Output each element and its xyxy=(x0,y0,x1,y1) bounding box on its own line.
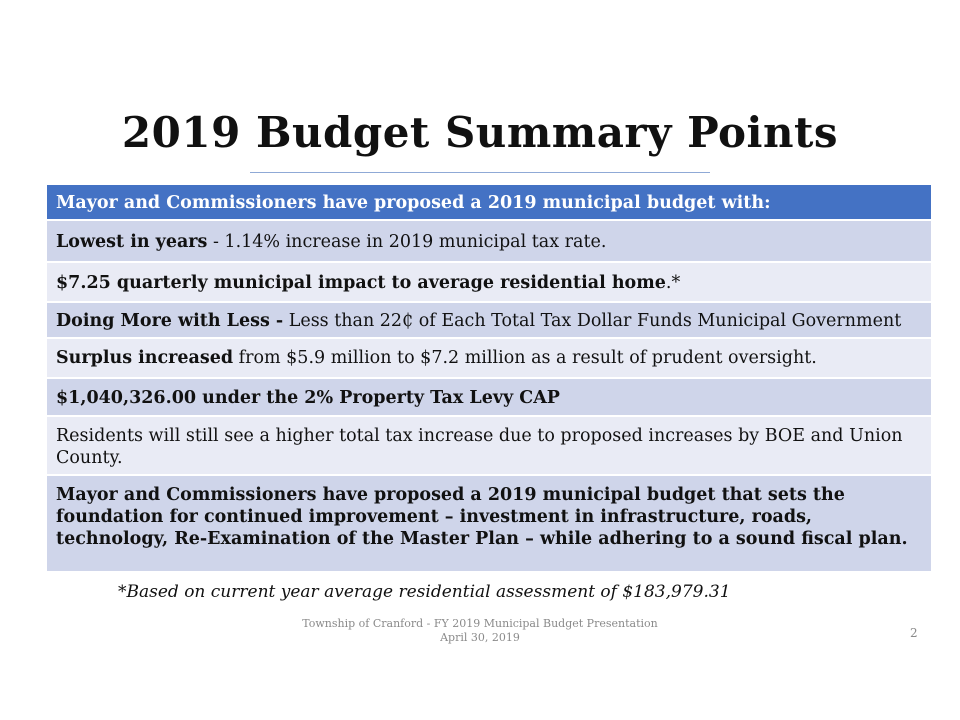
page-number: 2 xyxy=(910,626,918,640)
row-bold-text: $1,040,326.00 under the 2% Property Tax … xyxy=(56,388,560,408)
table-header-row: Mayor and Commissioners have proposed a … xyxy=(47,185,931,221)
row-text: Less than 22₵ of Each Total Tax Dollar F… xyxy=(283,311,902,331)
footer-line: Township of Cranford - FY 2019 Municipal… xyxy=(302,617,658,630)
row-bold-text: Mayor and Commissioners have proposed a … xyxy=(56,485,908,549)
row-bold-text: Lowest in years xyxy=(56,232,208,252)
table-row: Mayor and Commissioners have proposed a … xyxy=(47,476,931,573)
table-row: $1,040,326.00 under the 2% Property Tax … xyxy=(47,379,931,417)
table-row: Lowest in years - 1.14% increase in 2019… xyxy=(47,221,931,263)
table-row: $7.25 quarterly municipal impact to aver… xyxy=(47,263,931,303)
summary-table: Mayor and Commissioners have proposed a … xyxy=(47,185,931,573)
slide-footer: Township of Cranford - FY 2019 Municipal… xyxy=(280,617,680,645)
footnote: *Based on current year average residenti… xyxy=(118,582,731,602)
row-bold-text: $7.25 quarterly municipal impact to aver… xyxy=(56,273,666,293)
footer-date: April 30, 2019 xyxy=(440,631,520,644)
row-bold-text: Doing More with Less - xyxy=(56,311,284,331)
row-text: .* xyxy=(665,273,681,293)
row-bold-text: Surplus increased xyxy=(56,348,234,368)
row-text: from $5.9 million to $7.2 million as a r… xyxy=(233,348,817,368)
table-row: Doing More with Less - Less than 22₵ of … xyxy=(47,303,931,339)
table-row: Surplus increased from $5.9 million to $… xyxy=(47,339,931,379)
slide-title: 2019 Budget Summary Points xyxy=(121,108,839,157)
table-row: Residents will still see a higher total … xyxy=(47,417,931,476)
row-text: Residents will still see a higher total … xyxy=(56,426,903,468)
title-underline xyxy=(250,172,710,173)
row-text: - 1.14% increase in 2019 municipal tax r… xyxy=(207,232,607,252)
